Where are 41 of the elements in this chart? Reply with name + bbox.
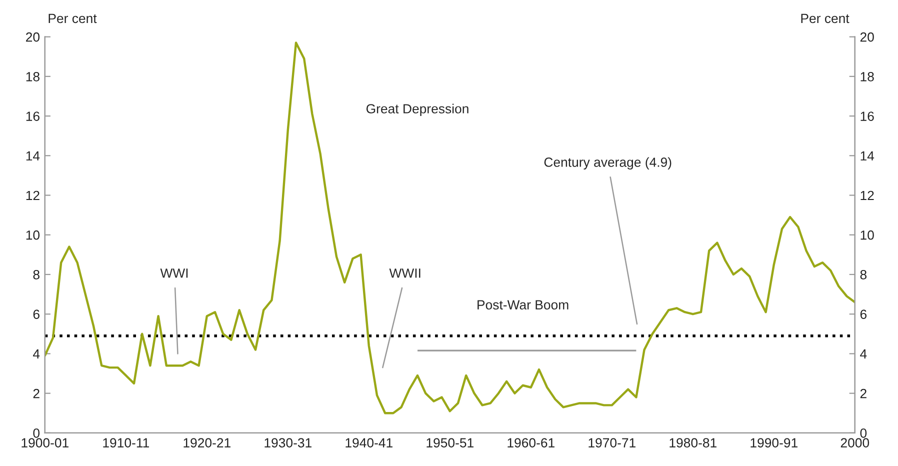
x-tick-label: 1930-31 bbox=[264, 438, 312, 448]
y2-tick-label: 4 bbox=[860, 349, 867, 358]
y-tick-label: 2 bbox=[33, 388, 40, 398]
y-tick-label: 0 bbox=[33, 428, 40, 438]
y-tick-label: 16 bbox=[26, 112, 40, 121]
y2-tick-label: 2 bbox=[860, 388, 866, 398]
y-axis-title: Per cent bbox=[48, 14, 97, 24]
y-tick-label: 18 bbox=[26, 72, 40, 82]
x-tick-label: 1900-01 bbox=[22, 438, 68, 448]
annotation: WWII bbox=[389, 268, 420, 278]
annotation: WWI bbox=[160, 268, 188, 278]
y-tick-label: 6 bbox=[33, 310, 40, 319]
x-tick-label: 1940-41 bbox=[346, 438, 392, 448]
y-tick-label: 12 bbox=[26, 190, 40, 200]
x-tick-label: 1950-51 bbox=[426, 438, 474, 448]
line-series bbox=[44, 42, 855, 414]
x-tick-label: 1990-91 bbox=[750, 438, 798, 448]
annotation: Post-War Boom bbox=[478, 300, 568, 310]
x-tick-label: 1960-61 bbox=[508, 438, 554, 448]
y2-tick-label: 16 bbox=[860, 112, 874, 121]
y2-tick-label: 20 bbox=[860, 32, 874, 42]
annotation: Century average (4.9) bbox=[544, 157, 672, 170]
y-tick-label: 8 bbox=[33, 270, 40, 280]
y2-tick-label: 0 bbox=[860, 428, 867, 438]
y-tick-label: 14 bbox=[26, 151, 40, 160]
x-tick-label: 1920-21 bbox=[184, 438, 230, 448]
annotation: Great Depression bbox=[366, 104, 468, 116]
x-tick-label: 2000 bbox=[840, 438, 870, 448]
x-tick-label: 1970-71 bbox=[588, 438, 636, 448]
y2-axis-title: Per cent bbox=[801, 14, 850, 24]
y2-tick-label: 18 bbox=[860, 72, 874, 82]
y2-tick-label: 6 bbox=[860, 310, 867, 319]
y2-tick-label: 12 bbox=[860, 190, 874, 200]
y2-tick-label: 10 bbox=[860, 230, 874, 240]
x-tick-label: 1910-11 bbox=[103, 438, 149, 448]
x-tick-label: 1980-81 bbox=[670, 438, 716, 448]
y-tick-label: 4 bbox=[33, 349, 40, 358]
y2-tick-label: 14 bbox=[860, 151, 874, 160]
y2-tick-label: 8 bbox=[860, 270, 867, 280]
y-tick-label: 10 bbox=[26, 230, 40, 240]
y-tick-label: 20 bbox=[26, 32, 40, 42]
